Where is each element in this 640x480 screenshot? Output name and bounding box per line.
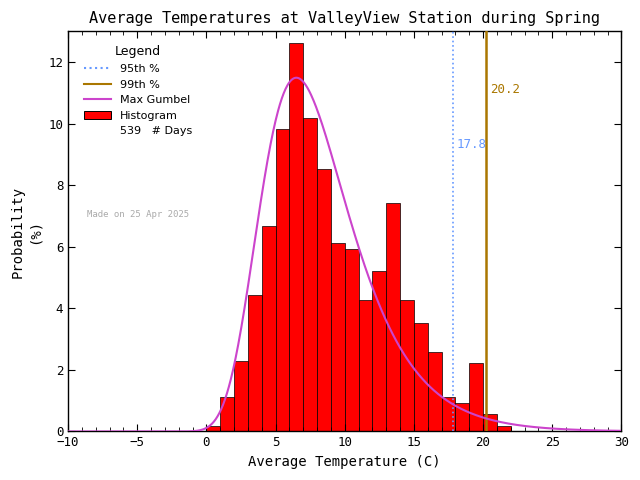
Bar: [317, 169, 331, 432]
Y-axis label: Probability
(%): Probability (%): [11, 185, 42, 277]
Bar: [387, 203, 400, 432]
Bar: [303, 118, 317, 432]
Bar: [428, 352, 442, 432]
Legend: 95th %, 99th %, Max Gumbel, Histogram, 539   # Days: 95th %, 99th %, Max Gumbel, Histogram, 5…: [79, 41, 197, 141]
Text: 20.2: 20.2: [490, 83, 520, 96]
Bar: [358, 300, 372, 432]
Text: Made on 25 Apr 2025: Made on 25 Apr 2025: [88, 210, 189, 219]
Bar: [483, 414, 497, 432]
Bar: [248, 295, 262, 432]
Bar: [289, 43, 303, 432]
Bar: [469, 363, 483, 432]
Bar: [372, 272, 387, 432]
X-axis label: Average Temperature (C): Average Temperature (C): [248, 455, 441, 469]
Bar: [345, 249, 358, 432]
Bar: [456, 403, 469, 432]
Bar: [262, 226, 276, 432]
Text: 17.8: 17.8: [457, 138, 487, 151]
Bar: [497, 426, 511, 432]
Bar: [220, 397, 234, 432]
Title: Average Temperatures at ValleyView Station during Spring: Average Temperatures at ValleyView Stati…: [89, 11, 600, 26]
Bar: [414, 323, 428, 432]
Bar: [207, 426, 220, 432]
Bar: [400, 300, 414, 432]
Bar: [442, 397, 456, 432]
Bar: [234, 360, 248, 432]
Bar: [331, 243, 345, 432]
Bar: [276, 129, 289, 432]
